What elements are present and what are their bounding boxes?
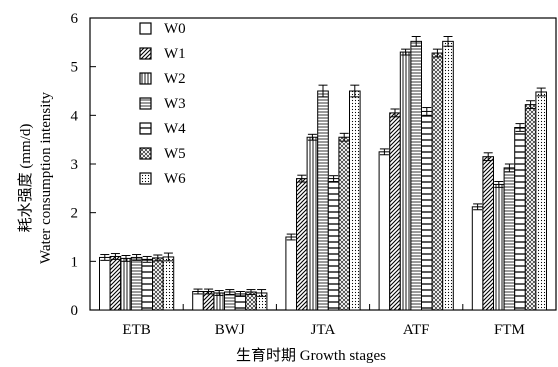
y-axis-title-zh: 耗水强度 (mm/d) (17, 124, 34, 233)
bar-w4-etb (141, 258, 153, 311)
bar-w4-ftm (514, 127, 526, 311)
legend-swatch-w5 (139, 147, 152, 160)
bar-w4-atf (421, 110, 433, 311)
bar-w5-atf (431, 52, 444, 311)
y-tick-label: 2 (71, 206, 79, 222)
bar-w6-etb (162, 256, 175, 311)
y-axis: 0 1 2 3 4 5 6 (71, 11, 96, 319)
legend-swatch-w3 (139, 97, 152, 110)
legend: W0 W1 W2 W3 W4 W5 W6 (139, 21, 186, 187)
x-axis: ETB BWJ JTA ATF FTM (122, 304, 525, 338)
bar-w0-etb (99, 256, 111, 311)
x-tick-label-etb: ETB (122, 322, 150, 338)
bar-w5-ftm (524, 104, 537, 311)
bar-w0-ftm (471, 206, 484, 311)
bar-w4-jta (327, 178, 340, 311)
legend-swatch-w4 (139, 122, 152, 135)
y-tick-label: 0 (71, 303, 79, 319)
bar-w1-jta (296, 178, 308, 311)
legend-label-w2: W2 (164, 71, 186, 87)
legend-label-w3: W3 (164, 96, 186, 112)
legend-label-w1: W1 (164, 46, 186, 62)
y-tick-label: 5 (71, 60, 79, 76)
bar-w5-etb (152, 257, 164, 311)
legend-swatch-w2 (139, 72, 152, 85)
bars-group (99, 35, 548, 311)
x-tick-label-ftm: FTM (494, 322, 525, 338)
legend-swatch-w0 (139, 22, 152, 35)
bar-w0-jta (285, 236, 297, 311)
bar-w2-etb (120, 257, 132, 311)
bar-w6-jta (349, 90, 361, 311)
y-axis-title-en: Water consumption intensity (38, 91, 54, 264)
bar-w1-etb (109, 255, 122, 311)
x-tick-label-bwj: BWJ (215, 322, 245, 338)
bar-w6-atf (442, 40, 454, 311)
bar-w2-atf (399, 51, 412, 311)
y-tick-label: 3 (71, 157, 79, 173)
x-tick-label-jta: JTA (311, 322, 336, 338)
legend-label-w4: W4 (164, 121, 186, 137)
bar-w5-jta (338, 136, 350, 311)
legend-swatch-w6 (139, 172, 152, 185)
bar-w3-ftm (503, 167, 516, 311)
bar-w2-jta (306, 136, 319, 311)
legend-label-w0: W0 (164, 21, 186, 37)
y-tick-label: 6 (71, 11, 79, 27)
bar-w6-ftm (535, 91, 548, 311)
y-tick-label: 1 (71, 254, 79, 270)
bar-w0-atf (378, 151, 391, 311)
bar-w3-atf (410, 40, 422, 311)
y-tick-label: 4 (71, 108, 79, 124)
legend-label-w5: W5 (164, 146, 186, 162)
bar-w2-ftm (493, 183, 505, 311)
bar-w1-atf (389, 112, 401, 311)
x-axis-title: 生育时期 Growth stages (236, 347, 386, 364)
bar-w1-ftm (482, 156, 494, 311)
bar-w3-jta (317, 90, 329, 311)
legend-label-w6: W6 (164, 171, 186, 187)
legend-swatch-w1 (139, 47, 152, 60)
bar-w3-etb (130, 256, 143, 311)
x-tick-label-atf: ATF (403, 322, 430, 338)
